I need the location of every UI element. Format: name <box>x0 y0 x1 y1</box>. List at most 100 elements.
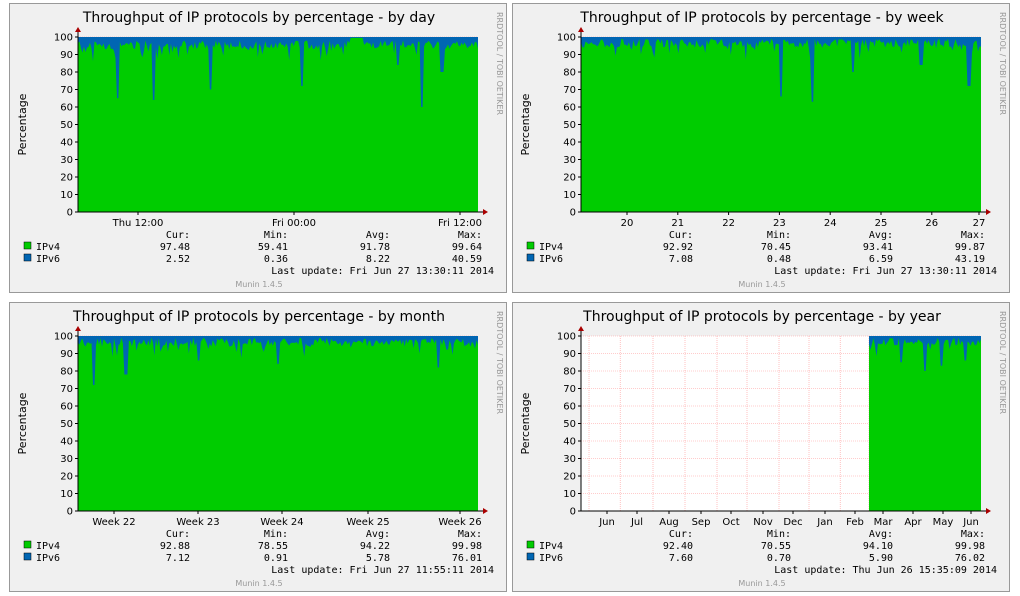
stats-value: 0.70 <box>767 553 791 564</box>
munin-version: Munin 1.4.5 <box>235 280 282 289</box>
x-tick-label: Week 26 <box>438 517 481 528</box>
y-tick-label: 80 <box>60 367 73 378</box>
y-tick-label: 70 <box>563 384 576 395</box>
y-tick-label: 50 <box>60 120 73 131</box>
stats-header: Min: <box>264 230 288 241</box>
stats-header: Avg: <box>869 529 893 540</box>
stats-header: Max: <box>961 529 985 540</box>
y-tick-label: 30 <box>563 155 576 166</box>
x-tick-label: Fri 00:00 <box>272 218 316 229</box>
x-tick-label: Feb <box>846 517 864 528</box>
last-update: Last update: Thu Jun 26 15:35:09 2014 <box>774 565 997 576</box>
legend-swatch <box>23 253 32 262</box>
y-tick-label: 0 <box>67 507 73 518</box>
stats-value: 92.40 <box>663 541 693 552</box>
stats-value: 94.10 <box>863 541 893 552</box>
x-tick-label: 26 <box>925 218 938 229</box>
x-tick-label: Week 23 <box>176 517 219 528</box>
y-tick-label: 0 <box>570 208 576 219</box>
legend-swatch <box>526 540 535 549</box>
x-axis-arrow <box>986 508 991 514</box>
chart-title: Throughput of IP protocols by percentage… <box>72 309 445 325</box>
x-tick-label: 27 <box>973 218 986 229</box>
stats-value: 76.02 <box>955 553 985 564</box>
stats-value: 5.90 <box>869 553 893 564</box>
x-tick-label: 24 <box>824 218 837 229</box>
stats-header: Max: <box>458 529 482 540</box>
last-update: Last update: Fri Jun 27 13:30:11 2014 <box>774 266 997 277</box>
y-tick-label: 40 <box>60 437 73 448</box>
graph-svg-day: Throughput of IP protocols by percentage… <box>16 10 504 289</box>
x-tick-label: Oct <box>722 517 739 528</box>
munin-version: Munin 1.4.5 <box>738 579 785 588</box>
y-axis-label: Percentage <box>519 93 532 155</box>
y-tick-label: 60 <box>563 103 576 114</box>
stats-value: 78.55 <box>258 541 288 552</box>
y-axis-label: Percentage <box>16 93 29 155</box>
y-tick-label: 0 <box>67 208 73 219</box>
stats-value: 0.91 <box>264 553 288 564</box>
y-axis-label: Percentage <box>519 392 532 454</box>
x-axis-arrow <box>483 209 488 215</box>
y-tick-label: 30 <box>60 155 73 166</box>
y-tick-label: 30 <box>60 454 73 465</box>
legend-label: IPv4 <box>36 242 60 253</box>
stats-value: 91.78 <box>360 242 390 253</box>
stats-header: Max: <box>961 230 985 241</box>
y-tick-label: 100 <box>557 332 576 343</box>
x-tick-label: Jul <box>630 517 643 528</box>
graph-svg-month: Throughput of IP protocols by percentage… <box>16 309 504 588</box>
stats-value: 99.87 <box>955 242 985 253</box>
y-tick-label: 100 <box>54 33 73 44</box>
y-tick-label: 40 <box>563 437 576 448</box>
stats-value: 8.22 <box>366 254 390 265</box>
y-tick-label: 20 <box>563 173 576 184</box>
y-tick-label: 100 <box>557 33 576 44</box>
stats-value: 99.98 <box>452 541 482 552</box>
y-axis-arrow <box>75 326 81 331</box>
chart-title: Throughput of IP protocols by percentage… <box>82 10 435 26</box>
y-tick-label: 10 <box>60 190 73 201</box>
legend-label: IPv6 <box>36 553 60 564</box>
y-tick-label: 20 <box>60 173 73 184</box>
y-tick-label: 70 <box>60 384 73 395</box>
stats-value: 76.01 <box>452 553 482 564</box>
y-tick-label: 10 <box>563 190 576 201</box>
rrdtool-label: RRDTOOL / TOBI OETIKER <box>495 311 504 414</box>
legend-swatch <box>526 241 535 250</box>
ipv4-area <box>78 337 478 511</box>
y-axis-arrow <box>578 326 584 331</box>
rrdtool-label: RRDTOOL / TOBI OETIKER <box>495 12 504 115</box>
y-tick-label: 60 <box>60 402 73 413</box>
stats-header: Min: <box>767 230 791 241</box>
last-update: Last update: Fri Jun 27 11:55:11 2014 <box>271 565 494 576</box>
rrdtool-label: RRDTOOL / TOBI OETIKER <box>998 12 1007 115</box>
x-tick-label: 23 <box>773 218 786 229</box>
x-tick-label: Jan <box>816 517 832 528</box>
stats-value: 7.60 <box>669 553 693 564</box>
stats-header: Min: <box>264 529 288 540</box>
stats-value: 97.48 <box>160 242 190 253</box>
y-tick-label: 70 <box>563 85 576 96</box>
y-axis-label: Percentage <box>16 392 29 454</box>
x-tick-label: 20 <box>621 218 634 229</box>
y-tick-label: 20 <box>60 472 73 483</box>
chart-title: Throughput of IP protocols by percentage… <box>579 10 944 26</box>
stats-value: 92.88 <box>160 541 190 552</box>
x-tick-label: Dec <box>783 517 802 528</box>
munin-version: Munin 1.4.5 <box>738 280 785 289</box>
stats-value: 2.52 <box>166 254 190 265</box>
stats-header: Cur: <box>166 230 190 241</box>
legend-label: IPv4 <box>539 242 563 253</box>
y-tick-label: 40 <box>60 138 73 149</box>
stats-value: 59.41 <box>258 242 288 253</box>
graph-panel-year: Throughput of IP protocols by percentage… <box>512 302 1010 592</box>
y-tick-label: 10 <box>563 489 576 500</box>
x-tick-label: 22 <box>722 218 735 229</box>
ipv4-area <box>869 337 981 511</box>
stats-header: Avg: <box>366 529 390 540</box>
legend-label: IPv6 <box>539 553 563 564</box>
graph-svg-year: Throughput of IP protocols by percentage… <box>519 309 1007 588</box>
y-tick-label: 30 <box>563 454 576 465</box>
y-tick-label: 20 <box>563 472 576 483</box>
